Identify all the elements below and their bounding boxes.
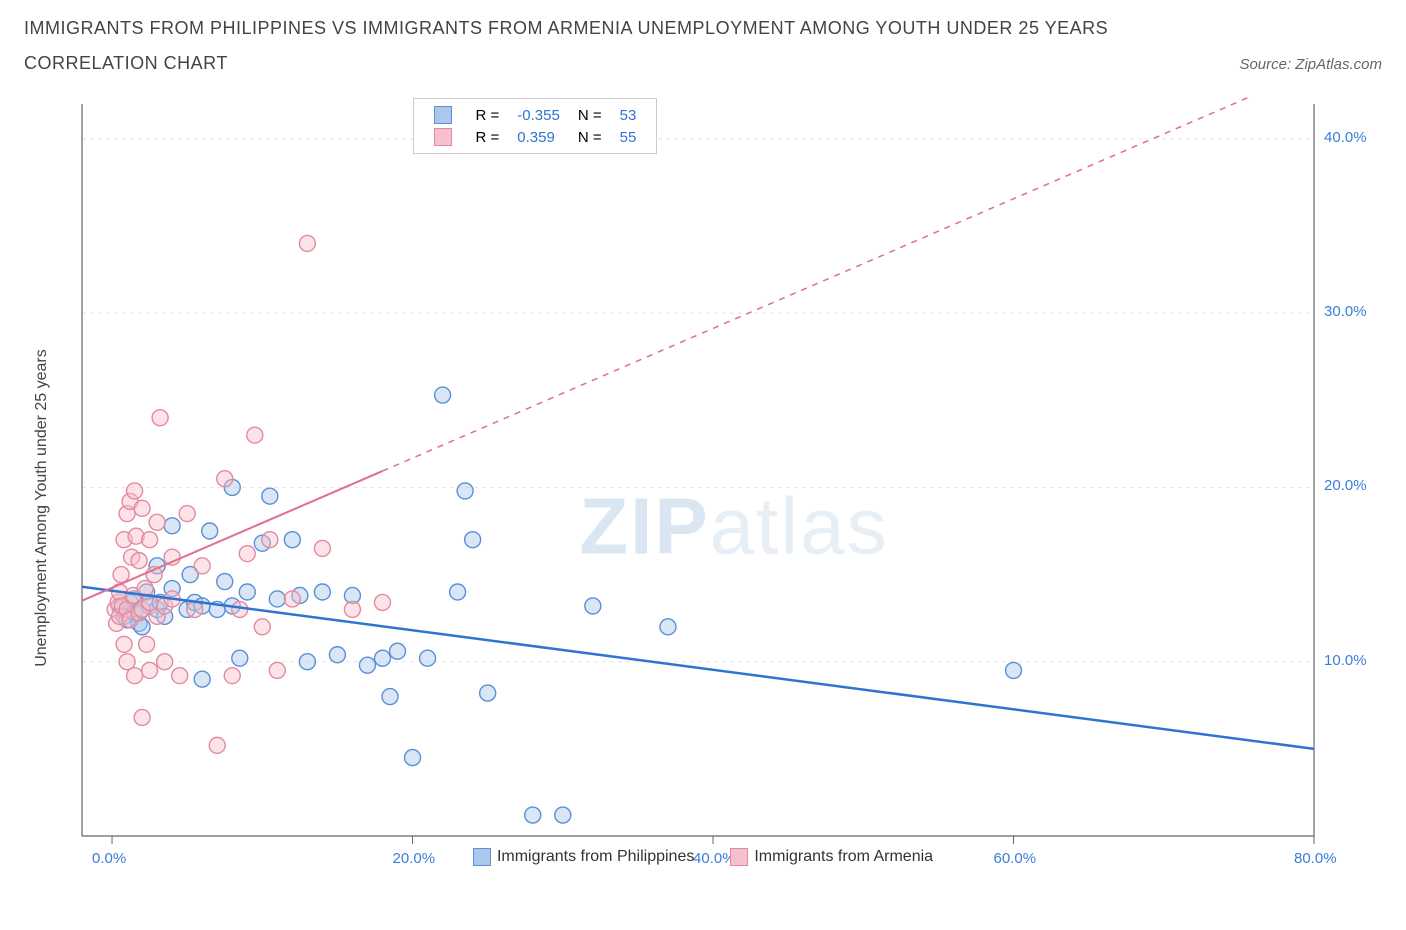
series-legend: Immigrants from Philippines Immigrants fr…	[24, 848, 1382, 866]
legend-item: Immigrants from Philippines	[473, 848, 694, 865]
y-tick-label: 10.0%	[1324, 652, 1367, 669]
y-tick-label: 40.0%	[1324, 129, 1367, 146]
correlation-legend: R =-0.355 N =53 R =0.359 N =55	[413, 98, 658, 154]
chart-title-line1: IMMIGRANTS FROM PHILIPPINES VS IMMIGRANT…	[24, 18, 1382, 39]
legend-table: R =-0.355 N =53 R =0.359 N =55	[424, 103, 647, 149]
chart-area: Unemployment Among Youth under 25 years …	[24, 96, 1382, 920]
scatter-chart	[24, 96, 1324, 886]
y-tick-label: 30.0%	[1324, 303, 1367, 320]
chart-title-line2: CORRELATION CHART	[24, 53, 228, 74]
y-axis-label: Unemployment Among Youth under 25 years	[33, 349, 51, 667]
y-tick-label: 20.0%	[1324, 477, 1367, 494]
legend-item: Immigrants from Armenia	[730, 848, 933, 865]
source-label: Source: ZipAtlas.com	[1239, 56, 1382, 73]
